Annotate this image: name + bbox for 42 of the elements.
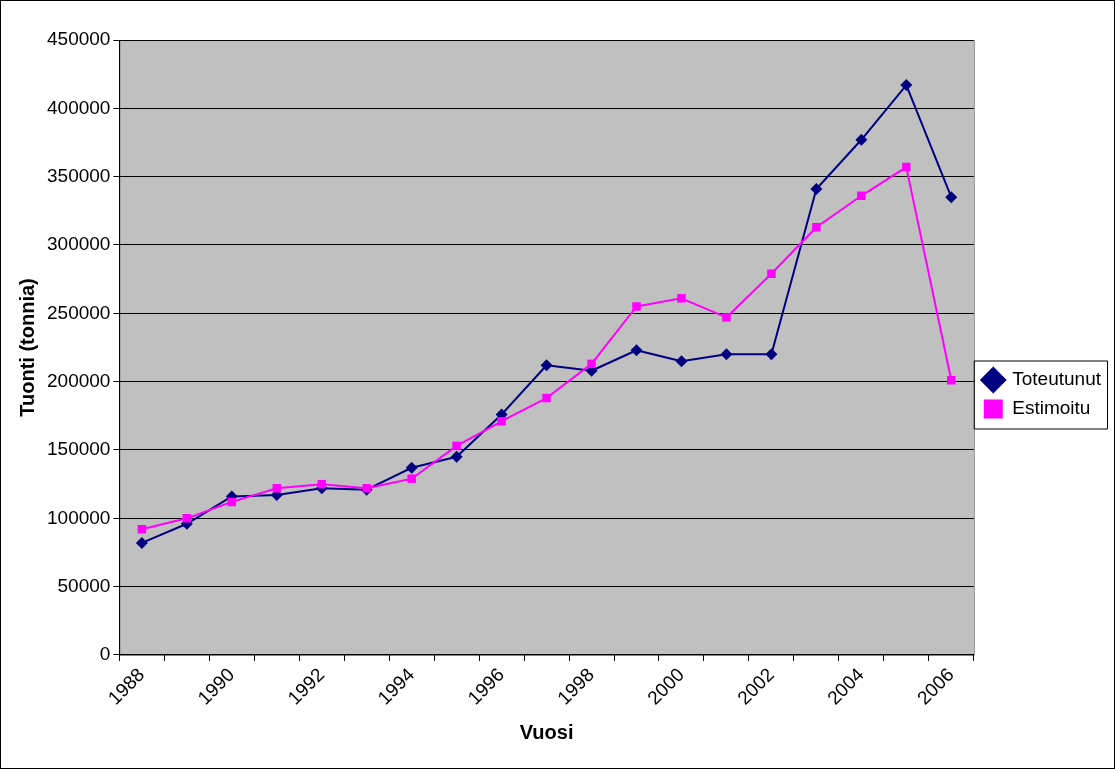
- point: [407, 474, 416, 483]
- point: [810, 182, 823, 195]
- y-tick-label: 100000: [47, 506, 111, 528]
- point: [630, 344, 643, 357]
- point: [855, 133, 868, 146]
- y-tick-label: 150000: [47, 438, 111, 460]
- point: [452, 441, 461, 451]
- y-tick-label: 300000: [47, 233, 111, 255]
- y-tick-label: 200000: [47, 369, 111, 391]
- point: [137, 525, 147, 534]
- point: [542, 393, 551, 403]
- y-tick-label: 50000: [57, 574, 111, 596]
- point: [767, 269, 776, 278]
- y-tick-label: 450000: [47, 28, 111, 50]
- point: [902, 162, 911, 172]
- y-axis-title: Tuonti (tonnia): [15, 278, 38, 417]
- point: [900, 79, 913, 92]
- point: [720, 348, 733, 361]
- point: [677, 294, 686, 303]
- y-tick-label: 250000: [47, 301, 111, 323]
- point: [857, 191, 866, 201]
- point: [497, 417, 506, 426]
- point: [182, 514, 192, 523]
- legend-label: Toteutunut: [1012, 368, 1102, 390]
- point: [587, 359, 596, 369]
- point: [765, 348, 778, 361]
- y-tick-label: 0: [99, 643, 111, 665]
- point: [812, 222, 821, 232]
- y-tick-label: 400000: [47, 96, 111, 118]
- point: [632, 302, 641, 311]
- point: [272, 484, 282, 493]
- point: [722, 313, 731, 322]
- point: [945, 191, 958, 204]
- y-tick-label: 350000: [47, 164, 111, 186]
- x-axis-title: Vuosi: [519, 720, 574, 743]
- point: [450, 450, 463, 463]
- point: [675, 355, 688, 368]
- legend-label: Estimoitu: [1012, 397, 1091, 419]
- point: [947, 376, 956, 385]
- point: [540, 359, 553, 372]
- point: [135, 536, 148, 549]
- point: [405, 461, 418, 474]
